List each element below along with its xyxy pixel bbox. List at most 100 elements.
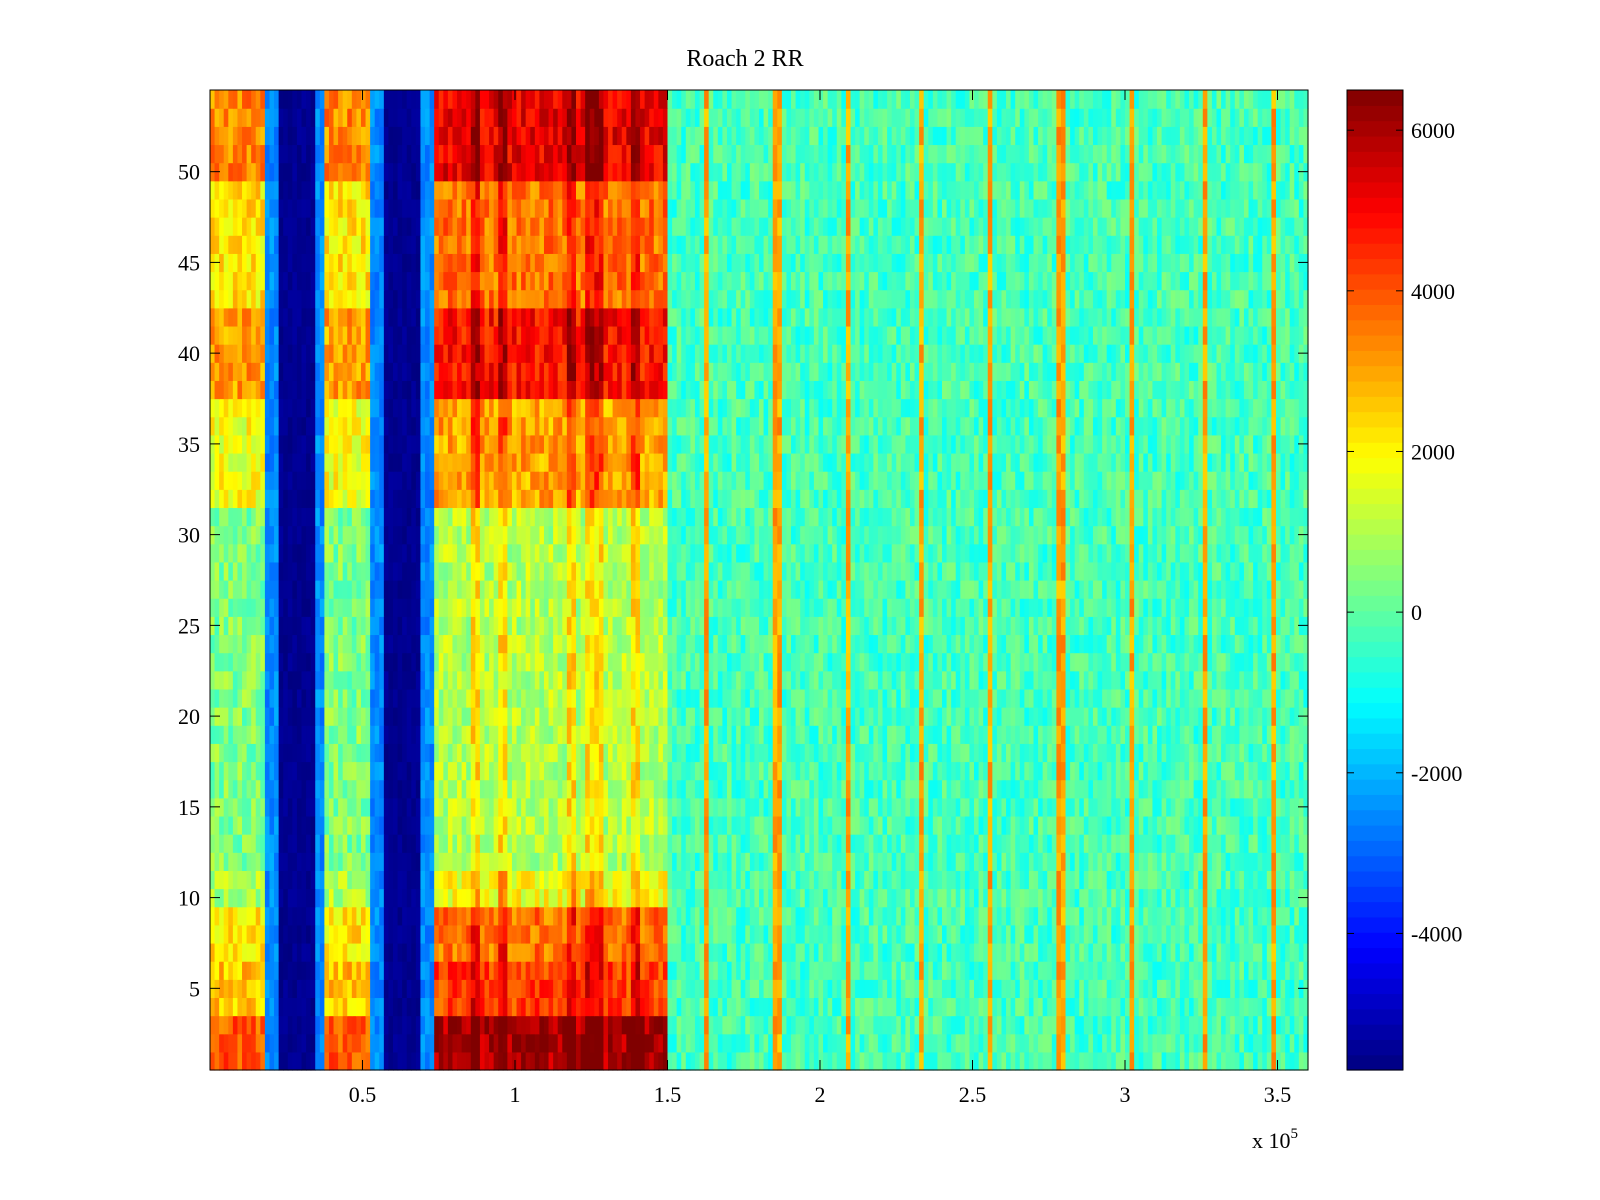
heatmap-cell <box>1010 725 1016 744</box>
heatmap-cell <box>672 961 678 980</box>
heatmap-cell <box>328 852 335 871</box>
heatmap-cell <box>786 1033 792 1053</box>
heatmap-cell <box>662 961 669 980</box>
heatmap-cell <box>617 725 623 744</box>
heatmap-cell <box>937 961 943 980</box>
heatmap-cell <box>525 1051 531 1071</box>
heatmap-cell <box>964 942 971 962</box>
heatmap-cell <box>608 852 614 871</box>
heatmap-cell <box>1239 743 1245 763</box>
heatmap-cell <box>402 961 408 980</box>
heatmap-cell <box>1303 743 1309 763</box>
heatmap-cell <box>1198 815 1204 835</box>
heatmap-cell <box>1170 743 1176 763</box>
heatmap-cell <box>498 707 504 726</box>
heatmap-cell <box>1115 797 1122 817</box>
heatmap-cell <box>511 707 518 726</box>
heatmap-cell <box>1065 997 1071 1017</box>
heatmap-cell <box>466 924 472 944</box>
heatmap-cell <box>219 870 225 890</box>
heatmap-cell <box>754 688 760 708</box>
heatmap-cell <box>402 797 408 817</box>
heatmap-cell <box>992 761 998 781</box>
heatmap-cell <box>443 924 449 944</box>
heatmap-cell <box>754 1015 760 1035</box>
heatmap-cell <box>845 924 852 944</box>
heatmap-cell <box>1230 852 1236 871</box>
heatmap-cell <box>603 870 609 890</box>
heatmap-cell <box>269 852 275 871</box>
heatmap-cell <box>269 834 275 853</box>
heatmap-cell <box>896 779 902 799</box>
heatmap-cell <box>457 1051 463 1071</box>
heatmap-cell <box>919 852 925 871</box>
heatmap-cell <box>328 997 335 1017</box>
heatmap-cell <box>791 688 797 708</box>
heatmap-cell <box>896 979 902 999</box>
heatmap-cell <box>370 924 376 944</box>
heatmap-cell <box>310 725 316 744</box>
heatmap-cell <box>1294 815 1300 835</box>
heatmap-cell <box>1042 961 1048 980</box>
heatmap-cell <box>383 779 390 799</box>
heatmap-cell <box>640 888 646 908</box>
heatmap-cell <box>827 761 833 781</box>
heatmap-cell <box>466 942 472 962</box>
heatmap-cell <box>900 942 906 962</box>
heatmap-cell <box>1225 725 1231 744</box>
heatmap-cell <box>759 997 765 1017</box>
heatmap-cell <box>1257 707 1263 726</box>
heatmap-cell <box>260 797 266 817</box>
heatmap-cell <box>489 1033 495 1053</box>
heatmap-cell <box>237 834 243 853</box>
heatmap-cell <box>667 1033 673 1053</box>
heatmap-cell <box>864 815 870 835</box>
heatmap-cell <box>223 888 229 908</box>
heatmap-cell <box>585 997 591 1017</box>
heatmap-cell <box>557 1051 563 1071</box>
heatmap-cell <box>1289 815 1295 835</box>
heatmap-cell <box>1019 870 1025 890</box>
heatmap-cell <box>932 797 939 817</box>
heatmap-cell <box>909 1051 916 1071</box>
heatmap-cell <box>740 725 746 744</box>
heatmap-cell <box>978 779 984 799</box>
heatmap-cell <box>759 906 765 926</box>
heatmap-cell <box>932 852 939 871</box>
heatmap-cell <box>731 707 737 726</box>
heatmap-cell <box>438 743 444 763</box>
heatmap-cell <box>493 761 499 781</box>
heatmap-cell <box>534 870 540 890</box>
heatmap-cell <box>1262 1015 1268 1035</box>
heatmap-cell <box>759 942 765 962</box>
heatmap-cell <box>781 725 788 744</box>
heatmap-cell <box>1134 1015 1140 1035</box>
heatmap-cell <box>621 1051 627 1071</box>
heatmap-cell <box>731 906 737 926</box>
heatmap-cell <box>621 906 627 926</box>
heatmap-cell <box>969 834 975 853</box>
heatmap-cell <box>333 688 339 708</box>
heatmap-cell <box>859 1051 865 1071</box>
heatmap-cell <box>269 924 275 944</box>
heatmap-cell <box>461 1015 467 1035</box>
heatmap-cell <box>274 725 280 744</box>
heatmap-cell <box>772 688 778 708</box>
heatmap-cell <box>699 779 705 799</box>
heatmap-cell <box>914 979 920 999</box>
heatmap-cell <box>745 1015 751 1035</box>
heatmap-cell <box>699 725 705 744</box>
heatmap-cell <box>809 906 815 926</box>
heatmap-cell <box>781 761 788 781</box>
heatmap-cell <box>978 1015 984 1035</box>
heatmap-cell <box>310 979 316 999</box>
heatmap-cell <box>1216 1051 1222 1071</box>
heatmap-cell <box>219 725 225 744</box>
heatmap-cell <box>228 743 234 763</box>
heatmap-cell <box>562 888 568 908</box>
heatmap-cell <box>951 815 957 835</box>
heatmap-cell <box>823 707 829 726</box>
heatmap-cell <box>498 852 504 871</box>
heatmap-cell <box>887 707 893 726</box>
heatmap-cell <box>525 852 531 871</box>
